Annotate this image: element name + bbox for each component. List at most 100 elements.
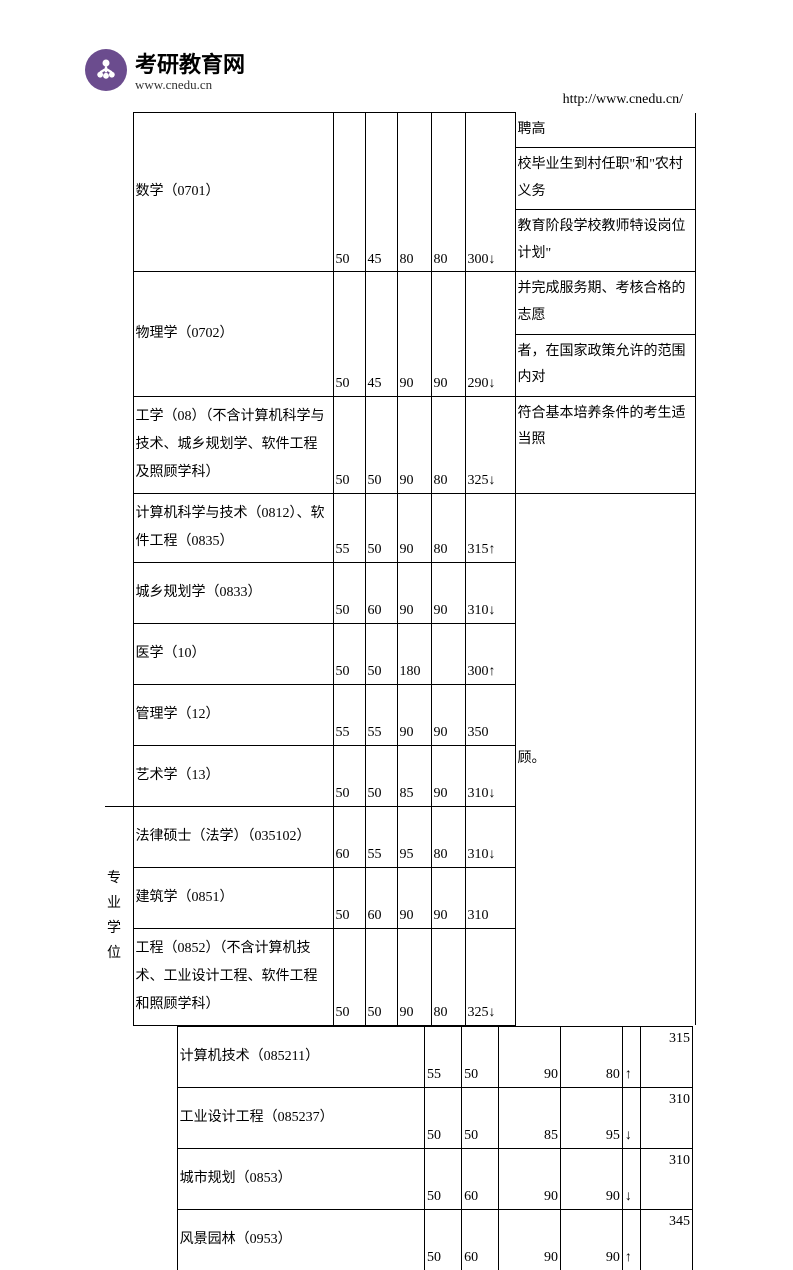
score-cell: 85 — [499, 1087, 561, 1148]
total-cell: 300↑ — [465, 623, 515, 684]
total-cell: 310 — [641, 1148, 693, 1209]
score-cell: 60 — [462, 1148, 499, 1209]
score-cell: 90 — [397, 928, 431, 1025]
subject-cell: 物理学（0702） — [133, 272, 333, 396]
score-cell: 50 — [333, 562, 365, 623]
subject-cell: 计算机技术（085211） — [177, 1026, 424, 1087]
score-cell: 80 — [431, 806, 465, 867]
score-cell: 90 — [397, 493, 431, 562]
score-cell: 45 — [365, 272, 397, 396]
url-link[interactable]: http://www.cnedu.cn/ — [563, 92, 683, 107]
score-cell — [431, 623, 465, 684]
score-cell: 50 — [365, 745, 397, 806]
arrow-cell: ↑ — [622, 1026, 641, 1087]
score-cell: 55 — [333, 493, 365, 562]
total-cell: 315↑ — [465, 493, 515, 562]
subject-cell: 建筑学（0851） — [133, 867, 333, 928]
page-header: 考研教育网 www.cnedu.cn — [0, 0, 793, 100]
score-cell: 55 — [365, 684, 397, 745]
note-cell: 校毕业生到村任职"和"农村义务 — [515, 148, 695, 210]
score-cell: 50 — [365, 928, 397, 1025]
subject-cell: 医学（10） — [133, 623, 333, 684]
score-cell: 50 — [333, 928, 365, 1025]
score-cell: 90 — [397, 562, 431, 623]
score-cell: 90 — [561, 1209, 623, 1270]
score-cell: 90 — [499, 1026, 561, 1087]
total-cell: 310↓ — [465, 806, 515, 867]
score-cell: 60 — [333, 806, 365, 867]
score-cell: 90 — [431, 272, 465, 396]
subject-cell: 风景园林（0953） — [177, 1209, 424, 1270]
note-cell: 顾。 — [515, 493, 695, 1025]
arrow-cell: ↑ — [622, 1209, 641, 1270]
score-cell: 90 — [397, 684, 431, 745]
score-cell: 80 — [431, 493, 465, 562]
arrow-cell: ↓ — [622, 1087, 641, 1148]
category-blank — [105, 113, 133, 807]
score-cell: 50 — [425, 1148, 462, 1209]
total-cell: 310 — [641, 1087, 693, 1148]
score-cell: 90 — [397, 867, 431, 928]
main-table: 数学（0701） 50 45 80 80 300↓ 聘高 校毕业生到村任职"和"… — [105, 112, 693, 1026]
score-cell: 80 — [431, 396, 465, 493]
score-cell: 60 — [365, 562, 397, 623]
score-cell: 60 — [462, 1209, 499, 1270]
score-cell: 95 — [397, 806, 431, 867]
score-cell: 80 — [561, 1026, 623, 1087]
subject-cell: 法律硕士（法学）（035102） — [133, 806, 333, 867]
score-cell: 50 — [333, 867, 365, 928]
total-cell: 310↓ — [465, 745, 515, 806]
note-cell: 教育阶段学校教师特设岗位计划" — [515, 210, 695, 272]
subject-cell: 计算机科学与技术（0812）、软件工程（0835） — [133, 493, 333, 562]
score-cell: 85 — [397, 745, 431, 806]
total-cell: 310↓ — [465, 562, 515, 623]
score-cell: 90 — [397, 272, 431, 396]
secondary-table: 计算机技术（085211） 55 50 90 80 ↑ 315 工业设计工程（0… — [105, 1026, 693, 1270]
subject-cell: 工业设计工程（085237） — [177, 1087, 424, 1148]
score-cell: 90 — [431, 867, 465, 928]
note-cell: 符合基本培养条件的考生适当照 — [515, 396, 695, 493]
score-cell: 180 — [397, 623, 431, 684]
score-cell: 50 — [365, 396, 397, 493]
score-cell: 80 — [397, 113, 431, 272]
score-cell: 45 — [365, 113, 397, 272]
score-cell: 95 — [561, 1087, 623, 1148]
score-cell: 50 — [333, 272, 365, 396]
total-cell: 315 — [641, 1026, 693, 1087]
arrow-cell: ↓ — [622, 1148, 641, 1209]
score-cell: 60 — [365, 867, 397, 928]
site-title: 考研教育网 — [135, 47, 245, 79]
score-cell: 50 — [425, 1209, 462, 1270]
score-cell: 50 — [365, 623, 397, 684]
subject-cell: 城乡规划学（0833） — [133, 562, 333, 623]
site-domain: www.cnedu.cn — [135, 77, 245, 93]
note-cell: 者，在国家政策允许的范围内对 — [515, 334, 695, 396]
subject-cell: 艺术学（13） — [133, 745, 333, 806]
total-cell: 350 — [465, 684, 515, 745]
score-cell: 80 — [431, 928, 465, 1025]
note-cell: 聘高 — [515, 113, 695, 148]
category-cell: 专业学位 — [105, 806, 133, 1025]
score-cell: 90 — [431, 562, 465, 623]
score-cell: 50 — [365, 493, 397, 562]
score-cell: 55 — [333, 684, 365, 745]
subject-cell: 工程（0852）（不含计算机技术、工业设计工程、软件工程和照顾学科） — [133, 928, 333, 1025]
logo-text: 考研教育网 www.cnedu.cn — [135, 47, 245, 93]
subject-cell: 工学（08）（不含计算机科学与技术、城乡规划学、软件工程及照顾学科） — [133, 396, 333, 493]
page-url: http://www.cnedu.cn/ — [0, 92, 793, 108]
score-cell: 90 — [397, 396, 431, 493]
subject-cell: 城市规划（0853） — [177, 1148, 424, 1209]
score-cell: 90 — [431, 684, 465, 745]
score-cell: 80 — [431, 113, 465, 272]
logo-icon — [85, 49, 127, 91]
score-cell: 90 — [499, 1148, 561, 1209]
score-cell: 50 — [425, 1087, 462, 1148]
score-cell: 50 — [333, 113, 365, 272]
score-cell: 55 — [425, 1026, 462, 1087]
total-cell: 325↓ — [465, 396, 515, 493]
score-cell: 55 — [365, 806, 397, 867]
score-cell: 50 — [462, 1026, 499, 1087]
subject-cell: 数学（0701） — [133, 113, 333, 272]
score-cell: 90 — [499, 1209, 561, 1270]
score-cell: 90 — [561, 1148, 623, 1209]
